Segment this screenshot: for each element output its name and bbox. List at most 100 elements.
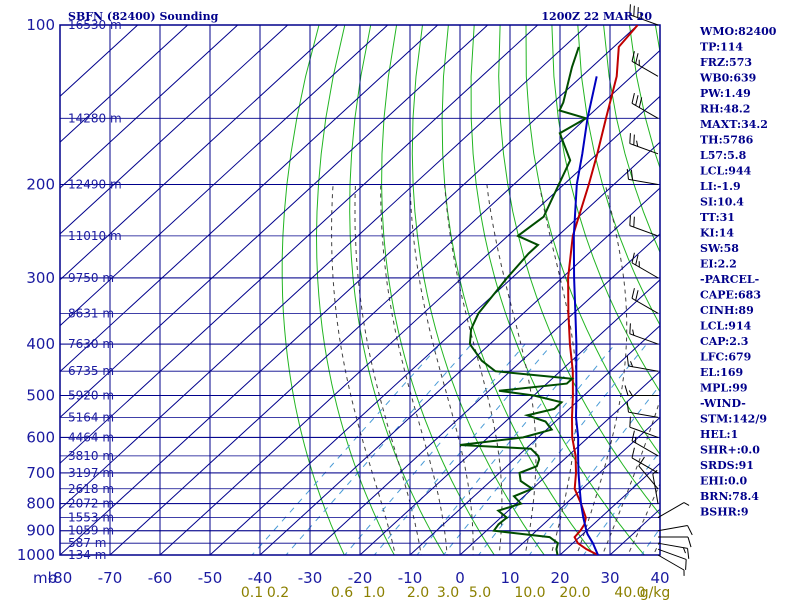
barb-feather xyxy=(687,548,690,559)
dewpoint-line xyxy=(459,46,589,555)
height-label: 4464 m xyxy=(68,430,114,444)
parcel-line xyxy=(572,76,599,555)
barb-feather xyxy=(628,390,633,396)
barb-staff xyxy=(631,60,659,77)
index-line: BRN:78.4 xyxy=(700,490,759,503)
barb-feather xyxy=(637,7,639,18)
index-line: LFC:679 xyxy=(700,351,751,364)
barb-feather xyxy=(633,216,635,228)
wind-barb xyxy=(631,252,659,279)
isotherm xyxy=(60,25,439,373)
temperature-tick-label: 40 xyxy=(650,569,669,587)
height-label: 5164 m xyxy=(68,410,114,424)
mixing-ratio-line xyxy=(477,343,648,555)
barb-staff xyxy=(631,440,659,457)
height-label: 1553 m xyxy=(68,511,114,525)
barb-feather xyxy=(631,51,635,62)
temperature-tick-label: -30 xyxy=(298,569,323,587)
wind-barbs xyxy=(624,4,693,576)
barb-staff xyxy=(628,365,659,372)
wind-barb xyxy=(657,554,685,576)
dry-adiabat xyxy=(381,25,495,555)
index-line: HEL:1 xyxy=(700,428,738,441)
pressure-tick-label: 300 xyxy=(26,269,55,287)
temperature-tick-label: 0 xyxy=(455,569,465,587)
index-line: MAXT:34.2 xyxy=(700,118,768,131)
temperature-tick-label: -60 xyxy=(148,569,173,587)
isotherm xyxy=(109,49,660,555)
index-line: PW:1.49 xyxy=(700,87,751,100)
index-line: KI:14 xyxy=(700,227,734,240)
barb-feather xyxy=(631,288,635,299)
height-label: 8631 m xyxy=(68,306,114,320)
barb-staff xyxy=(631,297,659,314)
barb-staff xyxy=(652,474,659,504)
wind-barb xyxy=(631,93,659,119)
pressure-tick-label: 900 xyxy=(26,522,55,540)
wind-barb xyxy=(629,323,659,345)
index-line: STM:142/9 xyxy=(700,413,767,426)
index-line: CINH:89 xyxy=(700,304,754,317)
height-label: 1059 m xyxy=(68,524,114,538)
isotherm xyxy=(309,233,660,555)
mixing-ratio-line xyxy=(285,343,472,555)
mixing-ratio-label: 20.0 xyxy=(559,585,590,600)
isotherm xyxy=(60,25,639,555)
indices-panel: WMO:82400 TP:114 FRZ:573 WB0:639 PW:1.49 RH:4… xyxy=(699,25,777,519)
isotherm xyxy=(259,187,660,555)
moist-adiabat xyxy=(380,184,448,555)
height-label: 11010 m xyxy=(68,229,122,243)
pressure-tick-label: 800 xyxy=(26,495,55,513)
barb-staff xyxy=(657,502,685,519)
temperature-tick-label: -20 xyxy=(348,569,373,587)
temperature-tick-label: -10 xyxy=(398,569,423,587)
index-line: EHI:0.0 xyxy=(700,475,747,488)
height-label: 2618 m xyxy=(68,482,114,496)
barb-feather xyxy=(631,430,635,441)
temperature-tick-label: -50 xyxy=(198,569,223,587)
index-line: FRZ:573 xyxy=(700,56,752,69)
mixing-ratio-line xyxy=(528,384,660,555)
wind-barb xyxy=(638,456,659,490)
background-lines xyxy=(60,25,660,555)
dry-adiabat xyxy=(577,25,660,326)
isotherm xyxy=(60,25,239,189)
isotherm xyxy=(359,279,660,555)
temperature-tick-label: -70 xyxy=(98,569,123,587)
height-label: 587 m xyxy=(68,536,106,550)
barb-feather xyxy=(624,385,629,396)
barb-feather xyxy=(630,169,634,181)
temperature-tick-label: 30 xyxy=(600,569,619,587)
index-line: -WIND- xyxy=(700,397,746,410)
index-line: MPL:99 xyxy=(700,382,748,395)
isotherm xyxy=(459,370,660,555)
height-label: 12490 m xyxy=(68,178,122,192)
barb-feather xyxy=(685,559,687,570)
mixing-ratio-label: 40.0 xyxy=(614,585,645,600)
pressure-tick-label: 200 xyxy=(26,176,55,194)
dry-adiabat xyxy=(470,25,645,555)
wind-barb xyxy=(657,525,693,536)
wind-barb xyxy=(629,133,659,155)
barb-feather xyxy=(635,95,639,106)
mixing-ratio-label: 2.0 xyxy=(407,585,429,600)
pressure-tick-label: 600 xyxy=(26,428,55,446)
isotherm xyxy=(60,25,389,327)
barb-staff xyxy=(631,102,659,119)
dry-adiabat xyxy=(551,25,660,393)
barb-feather xyxy=(635,290,639,301)
wind-barb xyxy=(631,430,659,457)
barb-feather xyxy=(635,254,639,266)
barb-feather xyxy=(633,134,635,146)
moist-adiabat xyxy=(601,398,660,555)
isotherm xyxy=(509,416,660,555)
barb-feather xyxy=(633,5,635,17)
dry-adiabat xyxy=(411,25,545,555)
moist-adiabat xyxy=(444,184,503,555)
mixing-ratio-label: g/kg xyxy=(640,585,671,600)
temperature-tick-label: 20 xyxy=(550,569,569,587)
barb-staff xyxy=(657,554,685,571)
barb-feather xyxy=(630,361,634,367)
